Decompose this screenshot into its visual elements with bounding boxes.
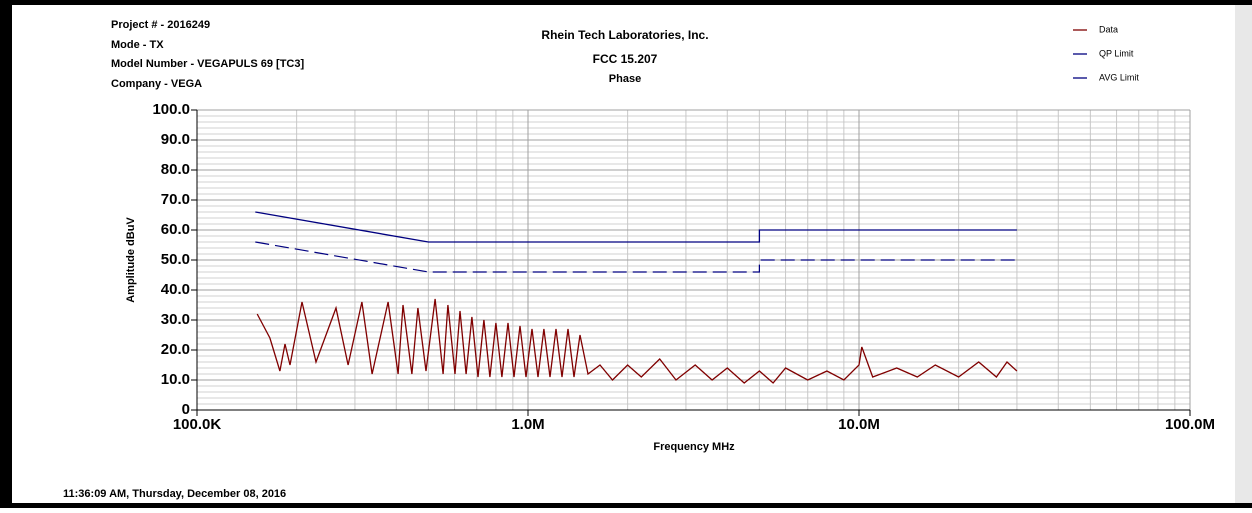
y-tick-label: 10.0 (161, 371, 190, 388)
y-tick-label: 90.0 (161, 131, 190, 148)
legend-label: AVG Limit (1099, 72, 1139, 82)
y-tick-label: 60.0 (161, 221, 190, 238)
y-tick-label: 0 (182, 401, 190, 418)
chart-subtitle: FCC 15.207 (593, 52, 658, 66)
company: Company - VEGA (111, 78, 202, 90)
x-tick-label: 10.0M (838, 416, 880, 433)
y-tick-label: 40.0 (161, 281, 190, 298)
model: Model Number - VEGAPULS 69 [TC3] (111, 58, 304, 70)
legend-label: Data (1099, 24, 1118, 34)
x-tick-label: 100.0M (1165, 416, 1215, 433)
series-line (256, 298, 1018, 384)
y-tick-label: 50.0 (161, 251, 190, 268)
chart-subtitle: Phase (609, 73, 641, 85)
y-tick-label: 100.0 (152, 101, 190, 118)
project: Project # - 2016249 (111, 19, 210, 31)
scrollbar (1235, 5, 1252, 503)
x-tick-label: 100.0K (173, 416, 222, 433)
legend-label: QP Limit (1099, 48, 1134, 58)
chart-title: Rhein Tech Laboratories, Inc. (541, 28, 708, 42)
y-axis-label: Amplitude dBuV (125, 217, 137, 303)
y-tick-label: 80.0 (161, 161, 190, 178)
mode: Mode - TX (111, 39, 164, 51)
y-tick-label: 20.0 (161, 341, 190, 358)
y-tick-label: 70.0 (161, 191, 190, 208)
y-tick-label: 30.0 (161, 311, 190, 328)
series-line (255, 241, 1017, 273)
x-axis-label: Frequency MHz (653, 441, 735, 453)
series-line (255, 211, 1017, 243)
timestamp: 11:36:09 AM, Thursday, December 08, 2016 (63, 488, 286, 500)
x-tick-label: 1.0M (511, 416, 544, 433)
